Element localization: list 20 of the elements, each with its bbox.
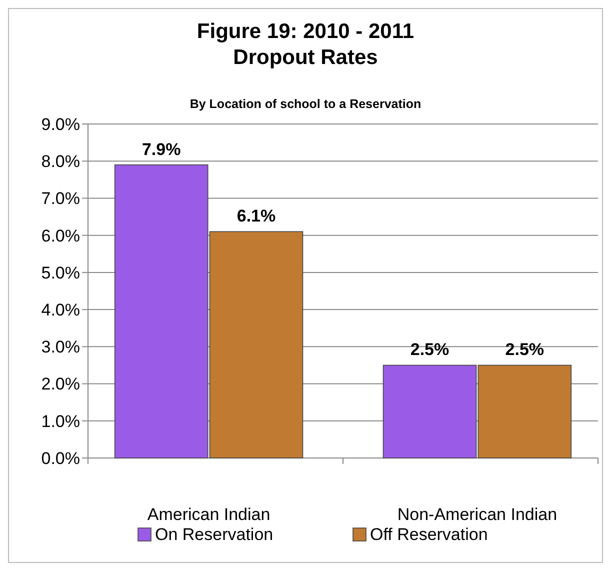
y-tick-label: 6.0% [41,226,80,246]
y-tick-label: 5.0% [41,263,80,282]
y-tick-label: 7.0% [41,189,80,208]
x-tick-label: American Indian [147,505,270,524]
y-tick-label: 3.0% [41,338,80,357]
y-tick-label: 0.0% [41,448,80,468]
data-label: 7.9% [142,140,181,159]
legend-label: On Reservation [155,525,274,544]
chart-title: Figure 19: 2010 - 2011 Dropout Rates [196,20,414,69]
data-label: 6.1% [236,206,276,226]
chart-subtitle: By Location of school to a Reservation [190,97,422,111]
y-tick-label: 1.0% [41,412,80,431]
x-tick-label: Non-American Indian [397,505,558,524]
y-tick-label: 8.0% [41,152,80,172]
y-tick-label: 4.0% [41,300,80,320]
y-tick-label: 9.0% [41,114,80,134]
legend-label: Off Reservation [370,525,488,544]
data-label: 2.5% [505,340,544,360]
data-label: 2.5% [410,340,450,360]
y-tick-label: 2.0% [41,374,80,394]
